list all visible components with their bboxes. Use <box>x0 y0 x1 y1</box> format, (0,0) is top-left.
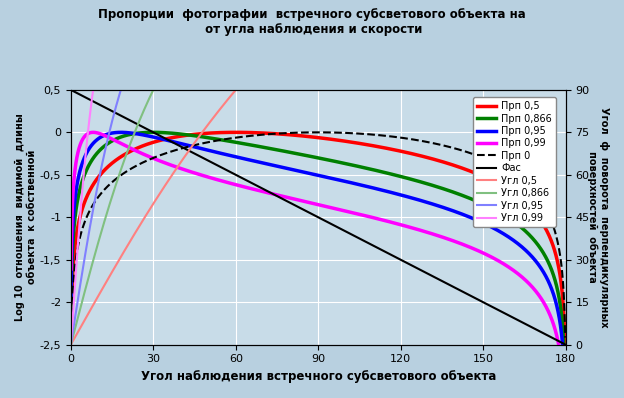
Угл 0,866 <box>153 80 160 85</box>
Y-axis label: Log 10  отношения  видимой  длины
объекта  к собственной: Log 10 отношения видимой длины объекта к… <box>15 113 37 321</box>
Угл 0,866 <box>124 149 131 154</box>
Фас <box>124 117 131 121</box>
Прп 0,5 <box>314 135 321 140</box>
Прп 0,5 <box>287 133 295 137</box>
Прп 0,5 <box>353 140 360 145</box>
Прп 0,99 <box>67 267 75 271</box>
Угл 0,5 <box>124 243 131 248</box>
Угл 0,5 <box>257 59 265 64</box>
Прп 0,95 <box>487 224 495 229</box>
Прп 0 <box>329 130 337 135</box>
Прп 0,866 <box>514 222 522 227</box>
Прп 0,95 <box>327 176 334 180</box>
Line: Фас: Фас <box>71 90 565 345</box>
Прп 0,5 <box>302 134 310 139</box>
Угл 0,95 <box>67 341 75 345</box>
Прп 0,866 <box>560 341 568 346</box>
Прп 0,95 <box>305 171 313 176</box>
Прп 0,5 <box>152 139 160 144</box>
Прп 0 <box>275 131 282 136</box>
Прп 0 <box>120 171 127 176</box>
Прп 0 <box>562 335 569 340</box>
Прп 0,99 <box>401 224 409 228</box>
Фас <box>552 337 560 342</box>
Прп 0 <box>515 175 522 180</box>
Прп 0 <box>200 141 207 146</box>
Угл 0,5 <box>278 37 286 41</box>
Line: Прп 0,99: Прп 0,99 <box>71 133 559 345</box>
Line: Прп 0,5: Прп 0,5 <box>71 133 565 342</box>
Line: Угл 0,866: Угл 0,866 <box>71 0 565 343</box>
Text: Пропорции  фотографии  встречного субсветового объекта на
 от угла наблюдения и : Пропорции фотографии встречного субсвето… <box>98 8 526 36</box>
Прп 0,99 <box>394 222 401 226</box>
Угл 0,866 <box>67 341 75 346</box>
Угл 0,99 <box>67 338 75 343</box>
Прп 0,99 <box>89 130 97 135</box>
Прп 0,99 <box>555 343 563 348</box>
Прп 0,866 <box>150 130 157 135</box>
Фас <box>278 196 286 201</box>
Прп 0,5 <box>246 130 254 135</box>
Прп 0,866 <box>114 136 122 140</box>
Прп 0,866 <box>401 175 408 180</box>
Угл 0,95 <box>124 67 131 72</box>
Прп 0,866 <box>159 130 167 135</box>
Line: Прп 0,95: Прп 0,95 <box>71 133 563 345</box>
Угл 0,5 <box>153 196 160 201</box>
Прп 0,99 <box>183 168 191 173</box>
Прп 0 <box>314 130 322 135</box>
Line: Прп 0: Прп 0 <box>71 133 565 338</box>
Прп 0,99 <box>115 140 122 144</box>
Прп 0,99 <box>127 146 135 151</box>
Прп 0,95 <box>117 130 125 135</box>
Фас <box>499 310 506 314</box>
Legend: Прп 0,5, Прп 0,866, Прп 0,95, Прп 0,99, Прп 0, Фас, Угл 0,5, Угл 0,866, Угл 0,95: Прп 0,5, Прп 0,866, Прп 0,95, Прп 0,99, … <box>473 97 556 227</box>
X-axis label: Угол наблюдения встречного субсветового объекта: Угол наблюдения встречного субсветового … <box>140 370 496 383</box>
Угл 0,5 <box>67 342 75 347</box>
Прп 0,99 <box>353 211 360 216</box>
Прп 0 <box>500 166 508 170</box>
Прп 0,866 <box>67 316 75 320</box>
Фас <box>562 342 569 347</box>
Прп 0,95 <box>317 174 324 178</box>
Прп 0,95 <box>264 162 271 166</box>
Прп 0,866 <box>310 155 318 160</box>
Прп 0,5 <box>232 130 240 135</box>
Line: Прп 0,866: Прп 0,866 <box>71 133 564 343</box>
Прп 0,866 <box>167 131 174 135</box>
Line: Угл 0,95: Угл 0,95 <box>71 0 565 343</box>
Фас <box>257 185 265 190</box>
Фас <box>153 132 160 137</box>
Line: Угл 0,99: Угл 0,99 <box>71 0 565 341</box>
Прп 0,5 <box>67 327 75 332</box>
Прп 0,95 <box>434 203 441 208</box>
Прп 0,95 <box>67 297 75 301</box>
Y-axis label: Угол  ф  поворота  перпендикулярных
поверхностей  объекта: Угол ф поворота перпендикулярных поверхн… <box>587 107 609 328</box>
Прп 0,95 <box>559 343 567 347</box>
Line: Угл 0,5: Угл 0,5 <box>71 0 565 344</box>
Прп 0,5 <box>561 339 568 344</box>
Угл 0,95 <box>153 1 160 6</box>
Прп 0 <box>67 335 75 340</box>
Фас <box>67 88 75 92</box>
